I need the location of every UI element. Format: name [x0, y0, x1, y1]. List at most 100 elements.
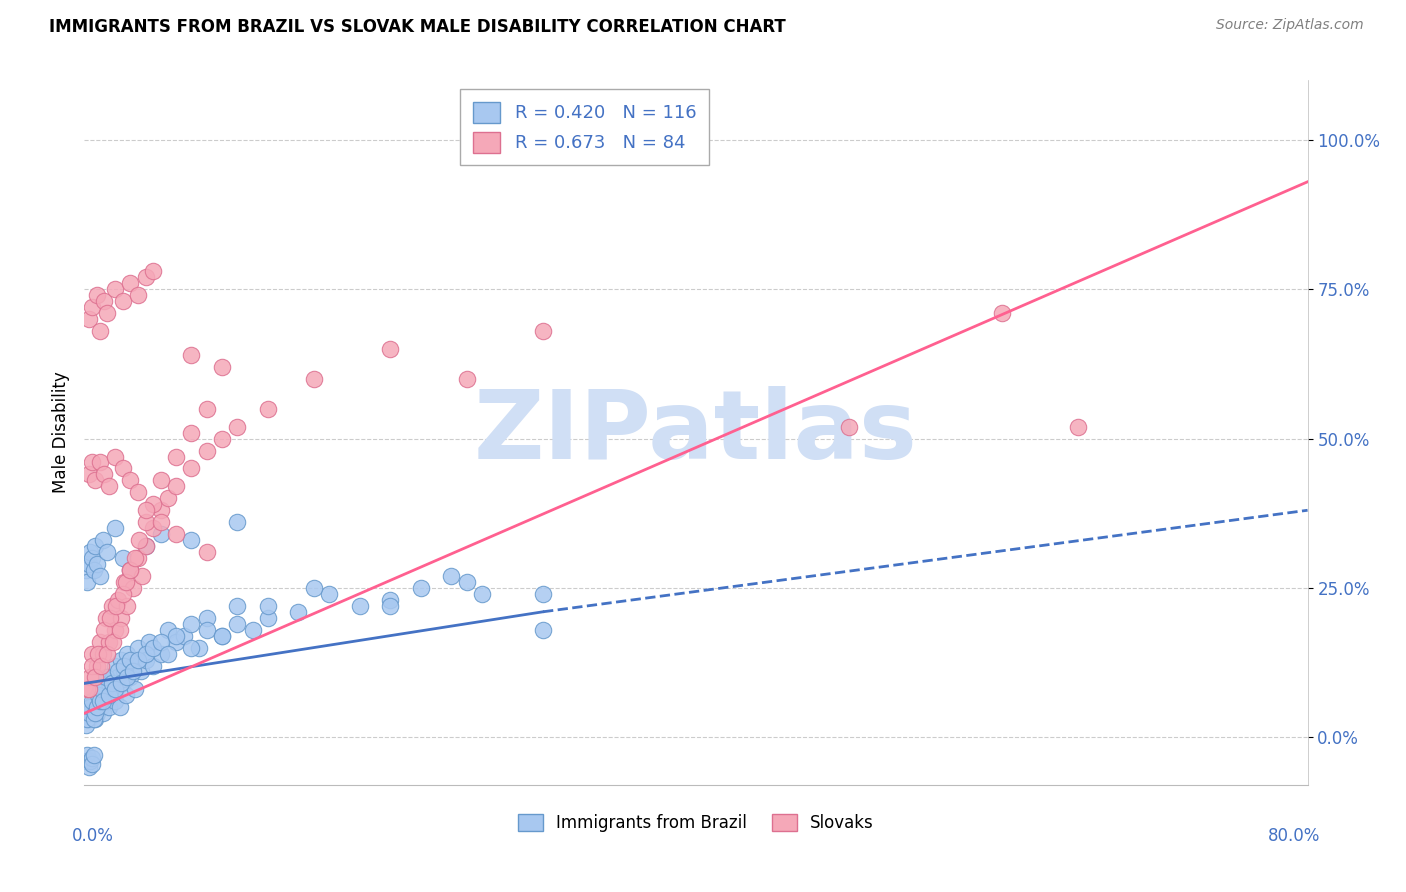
- Point: [180, 425, 202, 440]
- Point: [120, 277, 142, 291]
- Point: [108, 700, 131, 714]
- Point: [79, 545, 101, 559]
- Point: [120, 474, 142, 488]
- Point: [77, 557, 100, 571]
- Point: [96, 670, 118, 684]
- Point: [104, 682, 127, 697]
- Point: [120, 563, 142, 577]
- Point: [149, 634, 172, 648]
- Point: [131, 569, 153, 583]
- Point: [302, 581, 325, 595]
- Point: [84, 670, 107, 684]
- Point: [157, 491, 180, 506]
- Point: [127, 485, 149, 500]
- Point: [242, 623, 264, 637]
- Point: [80, 751, 103, 765]
- Point: [96, 689, 118, 703]
- Point: [79, 670, 101, 684]
- Point: [87, 689, 110, 703]
- Point: [110, 652, 132, 666]
- Point: [94, 670, 117, 684]
- Point: [77, 312, 100, 326]
- Point: [409, 581, 432, 595]
- Point: [531, 133, 554, 147]
- Point: [157, 647, 180, 661]
- Point: [122, 581, 145, 595]
- Point: [76, 748, 98, 763]
- Point: [76, 706, 98, 721]
- Point: [104, 450, 127, 464]
- Point: [122, 665, 145, 679]
- Point: [180, 533, 202, 548]
- Point: [124, 682, 146, 697]
- Point: [83, 748, 105, 763]
- Point: [80, 694, 103, 708]
- Point: [142, 521, 165, 535]
- Point: [76, 682, 98, 697]
- Point: [142, 264, 165, 278]
- Point: [380, 592, 402, 607]
- Point: [84, 712, 107, 726]
- Point: [89, 694, 111, 708]
- Point: [91, 706, 114, 721]
- Point: [120, 563, 142, 577]
- Point: [84, 706, 107, 721]
- Point: [124, 551, 146, 566]
- Point: [380, 599, 402, 613]
- Point: [112, 658, 135, 673]
- Point: [80, 551, 103, 566]
- Text: IMMIGRANTS FROM BRAZIL VS SLOVAK MALE DISABILITY CORRELATION CHART: IMMIGRANTS FROM BRAZIL VS SLOVAK MALE DI…: [49, 18, 786, 36]
- Point: [80, 455, 103, 469]
- Point: [380, 342, 402, 356]
- Point: [1067, 419, 1090, 434]
- Point: [91, 533, 114, 548]
- Point: [91, 689, 114, 703]
- Point: [114, 689, 136, 703]
- Point: [103, 670, 125, 684]
- Point: [104, 658, 127, 673]
- Point: [76, 712, 98, 726]
- Point: [456, 372, 478, 386]
- Point: [97, 479, 120, 493]
- Point: [114, 574, 136, 589]
- Point: [80, 706, 103, 721]
- Point: [195, 443, 218, 458]
- Point: [107, 670, 129, 684]
- Point: [83, 712, 105, 726]
- Point: [531, 324, 554, 338]
- Text: ZIPatlas: ZIPatlas: [474, 386, 918, 479]
- Point: [149, 474, 172, 488]
- Point: [257, 611, 280, 625]
- Legend: Immigrants from Brazil, Slovaks: Immigrants from Brazil, Slovaks: [509, 805, 883, 840]
- Point: [122, 658, 145, 673]
- Point: [84, 474, 107, 488]
- Point: [165, 450, 187, 464]
- Point: [226, 419, 249, 434]
- Point: [77, 712, 100, 726]
- Text: 80.0%: 80.0%: [1267, 827, 1320, 846]
- Point: [108, 623, 131, 637]
- Point: [180, 348, 202, 362]
- Point: [257, 401, 280, 416]
- Point: [135, 503, 157, 517]
- Point: [101, 682, 124, 697]
- Point: [165, 634, 187, 648]
- Point: [89, 324, 111, 338]
- Point: [80, 658, 103, 673]
- Point: [138, 634, 160, 648]
- Point: [90, 658, 112, 673]
- Point: [127, 640, 149, 655]
- Point: [97, 676, 120, 690]
- Point: [83, 563, 105, 577]
- Text: 0.0%: 0.0%: [72, 827, 114, 846]
- Point: [127, 551, 149, 566]
- Point: [107, 665, 129, 679]
- Point: [97, 689, 120, 703]
- Point: [165, 629, 187, 643]
- Point: [149, 503, 172, 517]
- Point: [111, 461, 134, 475]
- Point: [77, 682, 100, 697]
- Point: [211, 432, 233, 446]
- Point: [129, 665, 152, 679]
- Point: [75, 563, 97, 577]
